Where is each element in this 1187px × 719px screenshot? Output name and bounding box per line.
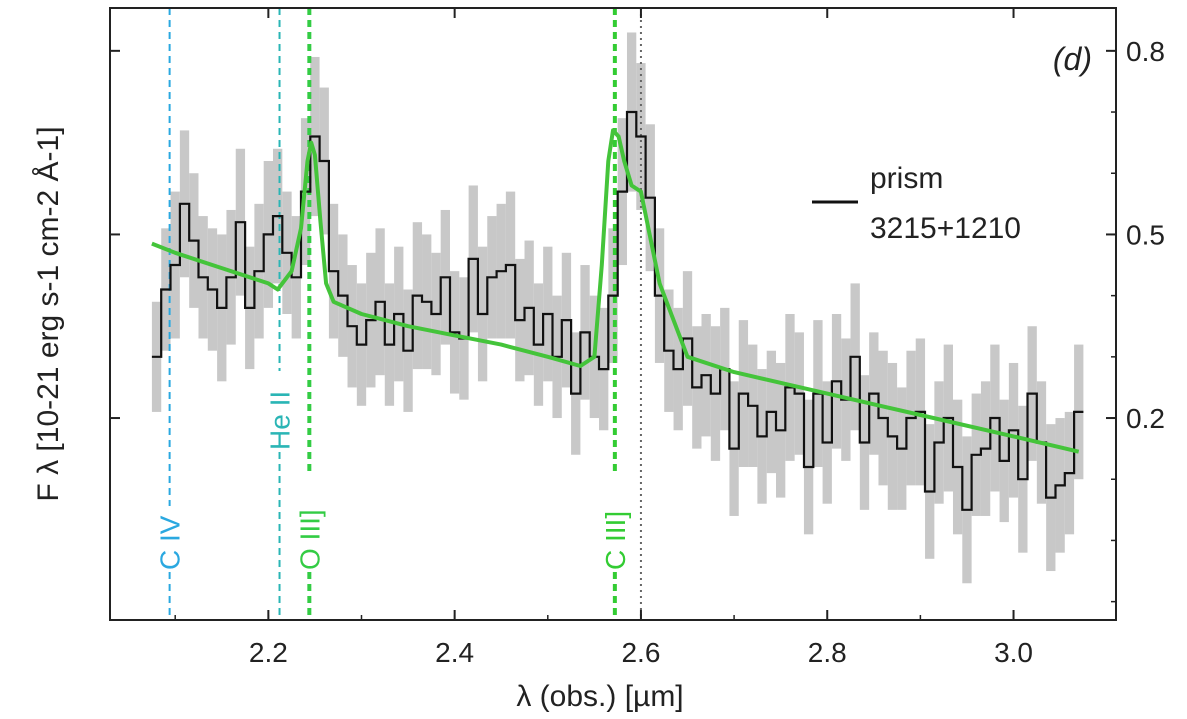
series-layer <box>151 110 1084 511</box>
y-tick-label: 0.5 <box>1126 219 1165 250</box>
vertical-line-label-group: He II <box>263 371 296 452</box>
y-axis-right: 0.2 0.5 0.8 <box>110 36 1165 603</box>
vertical-line-label: C III] <box>600 511 631 570</box>
x-axis-label: λ (obs.) [µm] <box>516 680 683 713</box>
legend-entry-2: 3215+1210 <box>870 212 1021 245</box>
plot-frame <box>109 7 1117 621</box>
vertical-line-label-bg <box>263 371 296 452</box>
y-tick-label: 0.8 <box>1126 36 1165 67</box>
x-tick-label: 2.8 <box>808 637 847 668</box>
vertical-line-label-bg <box>293 476 326 572</box>
x-tick-label: 3.0 <box>994 637 1033 668</box>
y-tick-label: 0.2 <box>1126 403 1165 434</box>
vertical-line-label-bg <box>598 476 631 572</box>
y-axis-label-group: F λ [10-21 erg s-1 cm-2 Å-1] <box>32 126 65 501</box>
vertical-line-label-group: C III] <box>598 476 631 572</box>
vertical-line-labels: C IV He II O III] C III] <box>153 371 631 572</box>
x-tick-label: 2.2 <box>249 637 288 668</box>
vertical-line-label-group: O III] <box>293 476 326 572</box>
vertical-line-label-group: C IV <box>153 506 186 572</box>
vertical-line-label: C IV <box>155 515 186 570</box>
y-axis-label: F λ [10-21 erg s-1 cm-2 Å-1] <box>32 126 65 501</box>
vertical-line-label: He II <box>265 391 296 450</box>
legend-entry-1: prism <box>870 162 943 195</box>
series-model <box>151 128 1080 454</box>
x-tick-label: 2.6 <box>621 637 660 668</box>
series-prism <box>151 110 1084 511</box>
vertical-line-label-bg <box>153 506 186 572</box>
panel-label: (d) <box>1053 41 1092 77</box>
x-tick-label: 2.4 <box>435 637 474 668</box>
legend: prism 3215+1210 <box>812 162 1021 245</box>
x-axis: 2.2 2.4 2.6 2.8 3.0 <box>174 8 1033 668</box>
vertical-line-label: O III] <box>294 509 325 570</box>
